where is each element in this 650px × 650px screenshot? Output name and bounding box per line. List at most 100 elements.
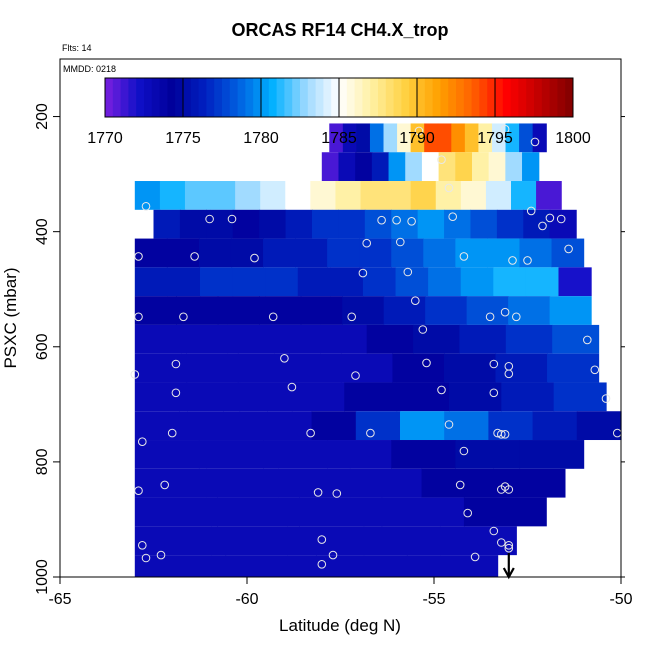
observation-point — [332, 489, 342, 498]
heatmap-cell — [362, 267, 397, 297]
colorbar-segment — [456, 78, 465, 117]
colorbar-segment — [518, 78, 527, 117]
observation-point — [227, 214, 237, 224]
colorbar-segment — [229, 78, 239, 117]
heatmap-cell — [159, 181, 186, 210]
observation-point — [459, 252, 469, 261]
x-tick-label: -60 — [235, 591, 258, 608]
heatmap-cell — [487, 238, 521, 268]
heatmap-cell — [459, 324, 507, 354]
colorbar-segment — [401, 78, 410, 117]
heatmap-cell — [211, 526, 288, 556]
observation-point — [167, 428, 177, 438]
colorbar-segment — [432, 78, 441, 117]
colorbar-segment — [151, 78, 161, 117]
heatmap-cell — [210, 181, 236, 210]
heatmap-cell — [553, 382, 607, 412]
colorbar-tick-label: 1770 — [87, 130, 123, 147]
heatmap-cell — [223, 411, 268, 441]
colorbar-segment — [378, 78, 387, 117]
heatmap-cell — [134, 296, 177, 325]
heatmap-cell — [455, 238, 489, 268]
colorbar-segment — [549, 78, 558, 117]
colorbar-segment — [167, 78, 176, 117]
colorbar-segment — [206, 78, 215, 117]
observation-point — [489, 526, 499, 536]
observation-point — [171, 359, 181, 369]
heatmap-cell — [396, 382, 450, 412]
heatmap-cell — [451, 123, 466, 153]
observation-point — [523, 256, 532, 265]
heatmap-cell — [260, 181, 286, 210]
heatmap-cell — [327, 440, 392, 469]
heatmap-cell — [519, 238, 553, 268]
heatmap-cell — [463, 497, 547, 527]
aircraft-position-arrow — [502, 553, 515, 580]
observation-point — [530, 137, 540, 147]
heatmap-cell — [263, 238, 296, 268]
heatmap-cell — [356, 123, 371, 153]
heatmap-cell — [363, 526, 441, 556]
observation-point — [414, 126, 424, 136]
heatmap-cell — [410, 181, 437, 210]
heatmap-cell — [344, 382, 398, 412]
heatmap-cell — [444, 209, 472, 239]
heatmap-cell — [134, 468, 208, 498]
observation-point — [463, 508, 473, 518]
observation-point — [362, 238, 372, 248]
heatmap-cell — [395, 267, 429, 297]
colorbar-segment — [183, 78, 192, 117]
heatmap-cell — [338, 209, 366, 239]
heatmap-cell — [443, 353, 497, 383]
colorbar-segment — [448, 78, 457, 117]
colorbar-segment — [307, 78, 317, 117]
colorbar-segment — [253, 78, 262, 117]
heatmap-cell — [549, 209, 577, 239]
observation-point — [317, 535, 327, 544]
heatmap-cell — [417, 209, 445, 239]
heatmap-cell — [355, 152, 373, 182]
observation-point — [504, 541, 514, 550]
colorbar-segment — [510, 78, 519, 117]
colorbar-segment — [393, 78, 402, 117]
observation-point — [590, 365, 600, 375]
observation-point — [545, 213, 555, 223]
observation-point — [392, 215, 401, 225]
colorbar-segment — [479, 78, 488, 117]
heatmap-cell — [552, 324, 600, 354]
heatmap-cell — [464, 123, 480, 153]
heatmap-cell — [232, 209, 260, 239]
observation-point — [444, 420, 454, 429]
observation-point — [459, 446, 469, 456]
heatmap-cell — [371, 152, 390, 182]
heatmap-cell — [519, 123, 534, 153]
heatmap-cell — [320, 324, 368, 354]
heatmap-cell — [206, 209, 234, 239]
heatmap-cell — [547, 353, 600, 383]
observation-point — [470, 552, 480, 562]
observation-point — [497, 538, 506, 547]
observation-point — [403, 267, 413, 277]
heatmap-cell — [134, 267, 168, 297]
observation-point — [250, 253, 259, 263]
observation-point — [497, 430, 506, 439]
colorbar-segment — [284, 78, 293, 117]
observation-point — [268, 312, 278, 322]
heatmap-cell — [383, 123, 398, 153]
heatmap-cell — [340, 353, 394, 383]
heatmap-cell — [400, 411, 445, 441]
observation-point — [205, 214, 214, 224]
heatmap-cell — [485, 181, 512, 210]
heatmap-cell — [285, 209, 313, 239]
heatmap-cell — [291, 382, 345, 412]
colorbar-segment — [237, 78, 246, 117]
colorbar-segment — [276, 78, 285, 117]
colorbar-segment — [331, 78, 340, 117]
colorbar-segment — [424, 78, 434, 117]
heatmap-cell — [438, 152, 456, 182]
observation-point — [141, 553, 151, 563]
colorbar-segment — [175, 78, 184, 117]
heatmap-cell — [536, 181, 562, 210]
observation-point — [358, 268, 368, 278]
